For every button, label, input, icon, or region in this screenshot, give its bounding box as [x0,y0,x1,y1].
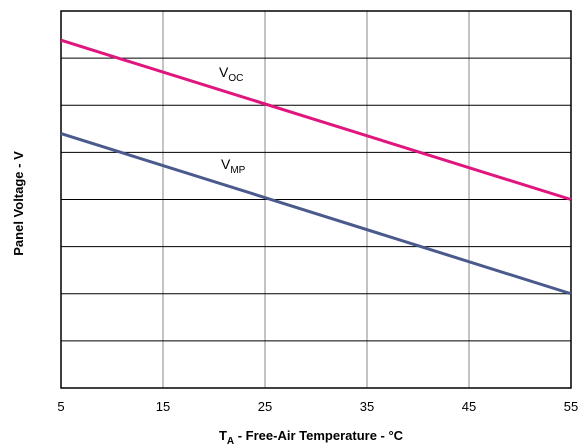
series-label-vmp: VMP [221,156,246,176]
series-label-voc-sub: OC [228,73,243,84]
series-line-voc [60,38,572,201]
series-line-vmp [60,132,572,296]
x-axis-title-main: T [219,428,227,443]
series-labels: VOC VMP [219,64,246,176]
series-group [60,38,572,296]
x-tick-label: 55 [564,399,578,414]
grid-lines [60,11,572,388]
series-label-vmp-sub: MP [230,165,245,176]
x-tick-labels: 5 15 25 35 45 55 [57,399,578,414]
y-axis-title: Panel Voltage - V [11,151,26,256]
series-label-voc-main: V [219,64,229,80]
x-axis-title-rest: - Free-Air Temperature - °C [234,428,404,443]
x-tick-label: 45 [462,399,476,414]
series-label-vmp-main: V [221,156,231,172]
x-tick-label: 15 [156,399,170,414]
series-label-voc: VOC [219,64,243,84]
x-tick-label: 35 [360,399,374,414]
x-axis-title-sub: A [227,436,234,446]
x-tick-label: 25 [258,399,272,414]
x-axis-title: TA - Free-Air Temperature - °C [219,428,404,446]
x-tick-label: 5 [57,399,64,414]
